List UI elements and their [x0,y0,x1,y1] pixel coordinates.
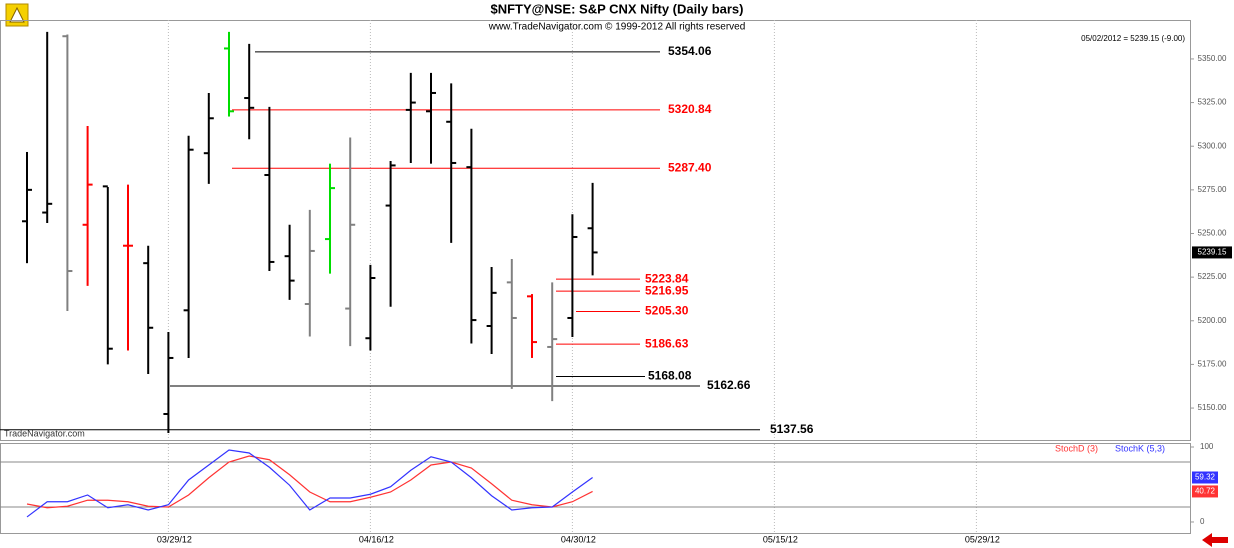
level-label: 5354.06 [668,44,712,58]
ohlc-bar [547,282,558,402]
level-label: 5168.08 [648,369,692,383]
ohlc-bar [264,106,275,272]
y-tick-label: 5250.00 [1198,229,1227,238]
ohlc-bar [123,184,133,351]
y-tick-label: 5325.00 [1198,98,1227,107]
ohlc-bar [224,31,234,117]
level-label: 5223.84 [645,271,689,285]
y-tick-label: 5300.00 [1198,141,1227,150]
y-tick-label: 5275.00 [1198,185,1227,194]
ohlc-bar [345,137,356,347]
ohlc-bar [82,125,93,286]
y-tick-label: 5150.00 [1198,403,1227,412]
last-price-label: 5239.15 [1198,248,1227,257]
level-label: 5287.40 [668,160,712,174]
ohlc-bar [385,161,396,307]
y-tick-label: 5175.00 [1198,360,1227,369]
ohlc-bar [486,267,497,354]
ohlc-bar [22,151,32,264]
level-label: 5216.95 [645,283,689,297]
ohlc-bar [143,245,154,375]
level-label: 5320.84 [668,102,712,116]
level-label: 5205.30 [645,304,689,318]
ohlc-bar [244,43,255,140]
x-tick-label: 04/30/12 [561,534,596,544]
quote: 05/02/2012 = 5239.15 (-9.00) [1081,34,1185,43]
y-tick-label: 100 [1200,442,1214,451]
ohlc-bar [203,92,214,184]
ohlc-bar [304,209,315,337]
y-tick-label: 0 [1200,517,1205,526]
x-tick-label: 04/16/12 [359,534,394,544]
ohlc-bar [183,135,194,358]
last-value-label: 59.32 [1195,473,1216,482]
chart-title: $NFTY@NSE: S&P CNX Nifty (Daily bars) [491,1,744,16]
y-tick-label: 5225.00 [1198,272,1227,281]
ohlc-bar [62,34,73,311]
ohlc-bar [446,83,457,243]
main-pane [0,20,1191,441]
ohlc-bar [587,182,598,276]
x-tick-label: 05/15/12 [763,534,798,544]
ohlc-bar [466,128,477,344]
ohlc-bar [284,224,295,300]
x-tick-label: 03/29/12 [157,534,192,544]
x-tick-label: 05/29/12 [965,534,1000,544]
ohlc-bar [405,72,416,163]
level-label: 5137.56 [770,422,814,436]
last-value-label: 40.72 [1195,487,1216,496]
ohlc-bar [506,258,517,389]
scroll-arrow[interactable] [1202,533,1228,547]
watermark: TradeNavigator.com [4,428,85,438]
ohlc-bar [567,214,578,338]
ohlc-bar [365,264,376,351]
y-tick-label: 5200.00 [1198,316,1227,325]
y-tick-label: 5350.00 [1198,54,1227,63]
ohlc-bar [102,185,113,365]
last-value-box [1192,471,1218,484]
stoch-pane [0,443,1191,534]
ohlc-bar [325,163,335,274]
ohlc-bar [426,72,436,164]
level-label: 5186.63 [645,336,689,350]
ohlc-bar [42,31,53,224]
level-label: 5162.66 [707,378,751,392]
stoch-line [26,449,593,518]
ohlc-bar [163,331,174,434]
ohlc-bar [527,294,537,358]
last-price-box [1192,246,1232,259]
chart-subtitle: www.TradeNavigator.com © 1999-2012 All r… [488,22,746,33]
last-value-box [1192,485,1218,498]
legend-entry: StochD (3) [1055,443,1098,453]
stoch-line [26,455,593,509]
logo [5,3,29,27]
logo-mark [9,6,25,23]
legend-entry: StochK (5,3) [1115,443,1165,453]
